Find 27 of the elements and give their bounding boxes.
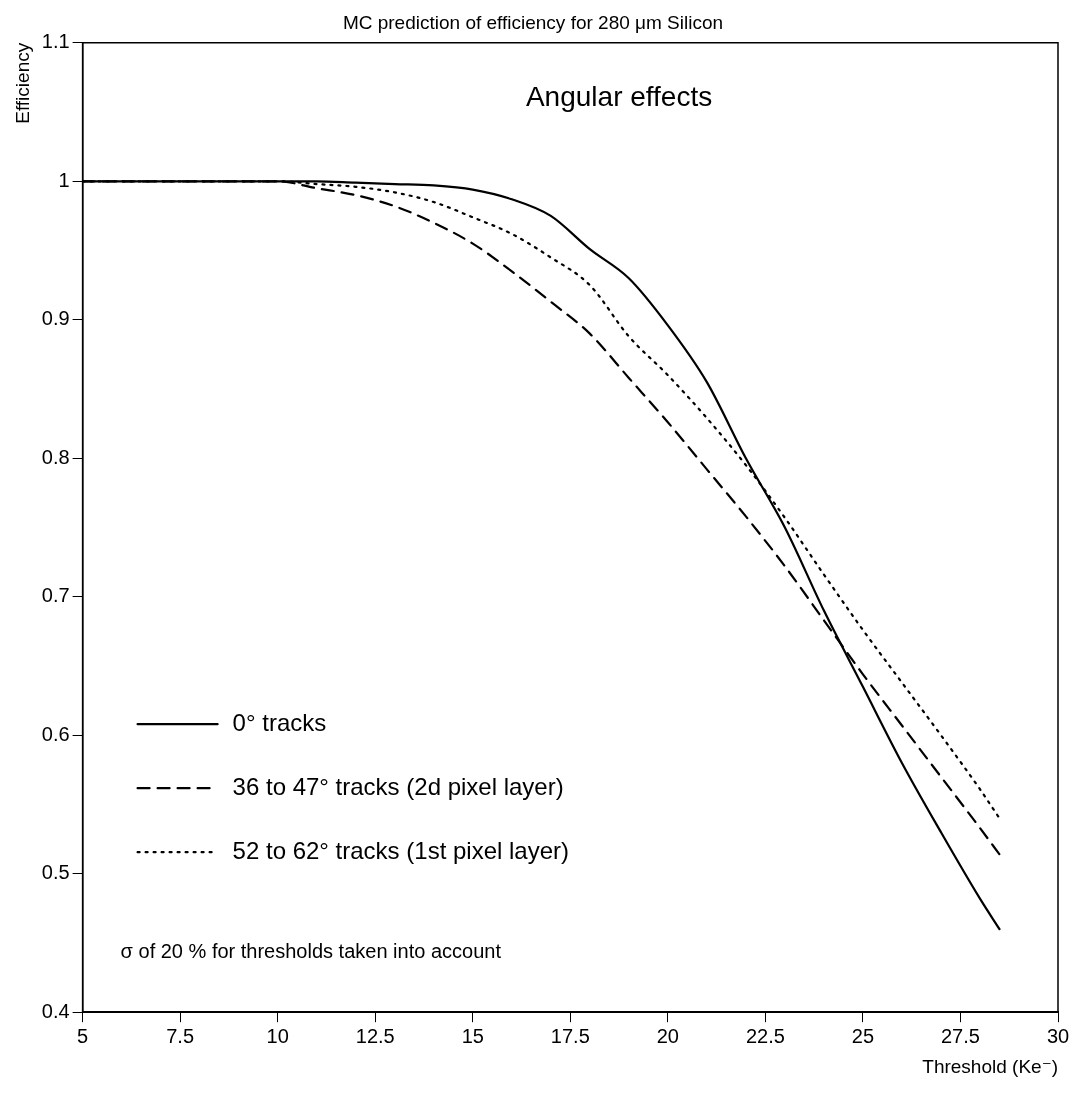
y-axis-title: Efficiency [11, 42, 33, 124]
y-tick-label: 0.4 [41, 999, 70, 1022]
y-tick-label: 1.1 [41, 30, 70, 53]
x-tick-label: 5 [77, 1024, 89, 1047]
x-tick-label: 20 [656, 1024, 679, 1047]
legend-label: 36 to 47° tracks (2d pixel layer) [232, 772, 564, 800]
y-tick-label: 0.5 [41, 861, 70, 884]
x-tick-label: 22.5 [745, 1024, 785, 1047]
annotation: σ of 20 % for thresholds taken into account [120, 939, 502, 962]
legend-label: 52 to 62° tracks (1st pixel layer) [232, 836, 570, 864]
annotation: Angular effects [525, 80, 713, 112]
chart-title: MC prediction of efficiency for 280 μm Silicon [342, 11, 724, 33]
x-tick-label: 17.5 [550, 1024, 590, 1047]
y-tick-label: 0.6 [41, 722, 70, 745]
x-tick-label: 7.5 [166, 1024, 195, 1047]
x-tick-label: 30 [1046, 1024, 1070, 1047]
y-tick-label: 0.8 [41, 445, 70, 468]
y-tick-label: 1 [58, 168, 70, 191]
x-tick-label: 12.5 [355, 1024, 395, 1047]
x-axis-title: Threshold (Ke⁻) [922, 1055, 1058, 1077]
x-tick-label: 25 [851, 1024, 875, 1047]
y-tick-label: 0.9 [41, 307, 70, 330]
y-tick-label: 0.7 [41, 584, 70, 607]
legend-label: 0° tracks [232, 708, 327, 736]
x-tick-label: 15 [461, 1024, 484, 1047]
x-tick-label: 27.5 [940, 1024, 980, 1047]
x-tick-label: 10 [266, 1024, 289, 1047]
